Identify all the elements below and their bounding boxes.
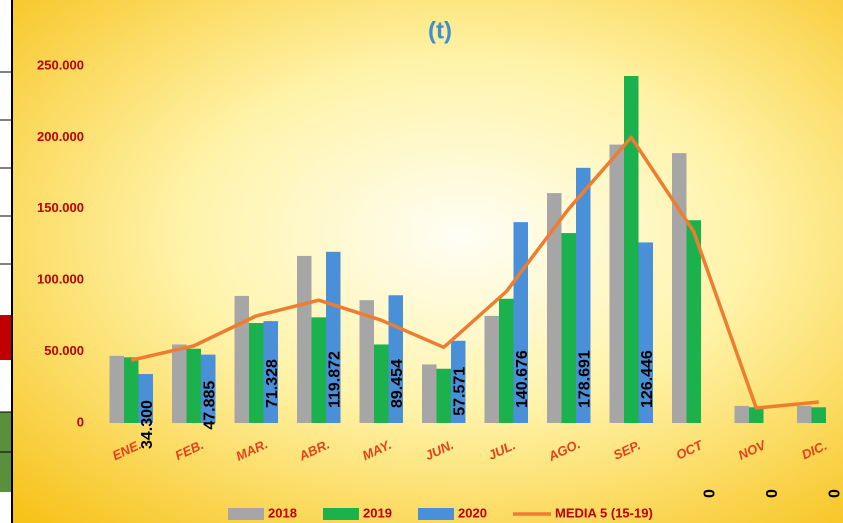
legend-swatch [228, 508, 264, 520]
bar [451, 340, 466, 423]
bar [561, 233, 576, 423]
bar [374, 344, 389, 423]
y-tick-label: 200.000 [37, 129, 84, 144]
bar [734, 405, 749, 423]
bar [576, 167, 591, 423]
bar [484, 315, 499, 423]
data-label: 89.454 [389, 359, 406, 408]
bar [513, 222, 528, 423]
bar [186, 348, 201, 423]
bar [263, 321, 278, 423]
bar [311, 317, 326, 423]
bar [672, 153, 687, 423]
bar [297, 255, 312, 423]
bar [234, 295, 249, 423]
data-label: 0 [826, 489, 843, 498]
data-label: 119.872 [326, 351, 343, 408]
data-label: 126.446 [639, 350, 656, 408]
bar [138, 374, 153, 423]
bar [326, 251, 341, 423]
data-label: 140.676 [514, 350, 531, 408]
data-label: 47.885 [201, 381, 218, 430]
bar [109, 355, 124, 423]
left-table-edge [0, 0, 13, 523]
legend-label: 2020 [458, 505, 487, 520]
y-tick-label: 150.000 [37, 200, 84, 215]
bar [436, 368, 451, 423]
y-tick-label: 50.000 [44, 343, 84, 358]
legend-swatch [323, 508, 359, 520]
data-label: 178.691 [576, 350, 593, 408]
bar [624, 75, 639, 423]
bar [201, 354, 216, 423]
y-tick-label: 250.000 [37, 57, 84, 72]
bar [249, 323, 264, 423]
bar [638, 242, 653, 423]
y-tick-label: 0 [77, 414, 84, 429]
bar [124, 357, 139, 423]
bar [686, 220, 701, 423]
legend-swatch [418, 508, 454, 520]
bar [547, 193, 562, 423]
legend-label: 2018 [268, 505, 297, 520]
data-label: 0 [764, 489, 781, 498]
bar [359, 300, 374, 423]
legend-label: MEDIA 5 (15-19) [555, 505, 653, 520]
bar [609, 144, 624, 424]
y-tick-label: 100.000 [37, 272, 84, 287]
line [130, 135, 819, 410]
bar [499, 298, 514, 423]
bar [422, 364, 437, 423]
bar [749, 407, 764, 423]
data-label: 34.300 [139, 400, 156, 449]
bar [172, 344, 187, 423]
bar [811, 407, 826, 423]
data-label: 0 [701, 489, 718, 498]
legend-label: 2019 [363, 505, 392, 520]
data-label: 71.328 [264, 359, 281, 408]
bar [797, 405, 812, 423]
data-label: 57.571 [451, 367, 468, 416]
chart-subtitle: (t) [428, 17, 452, 44]
